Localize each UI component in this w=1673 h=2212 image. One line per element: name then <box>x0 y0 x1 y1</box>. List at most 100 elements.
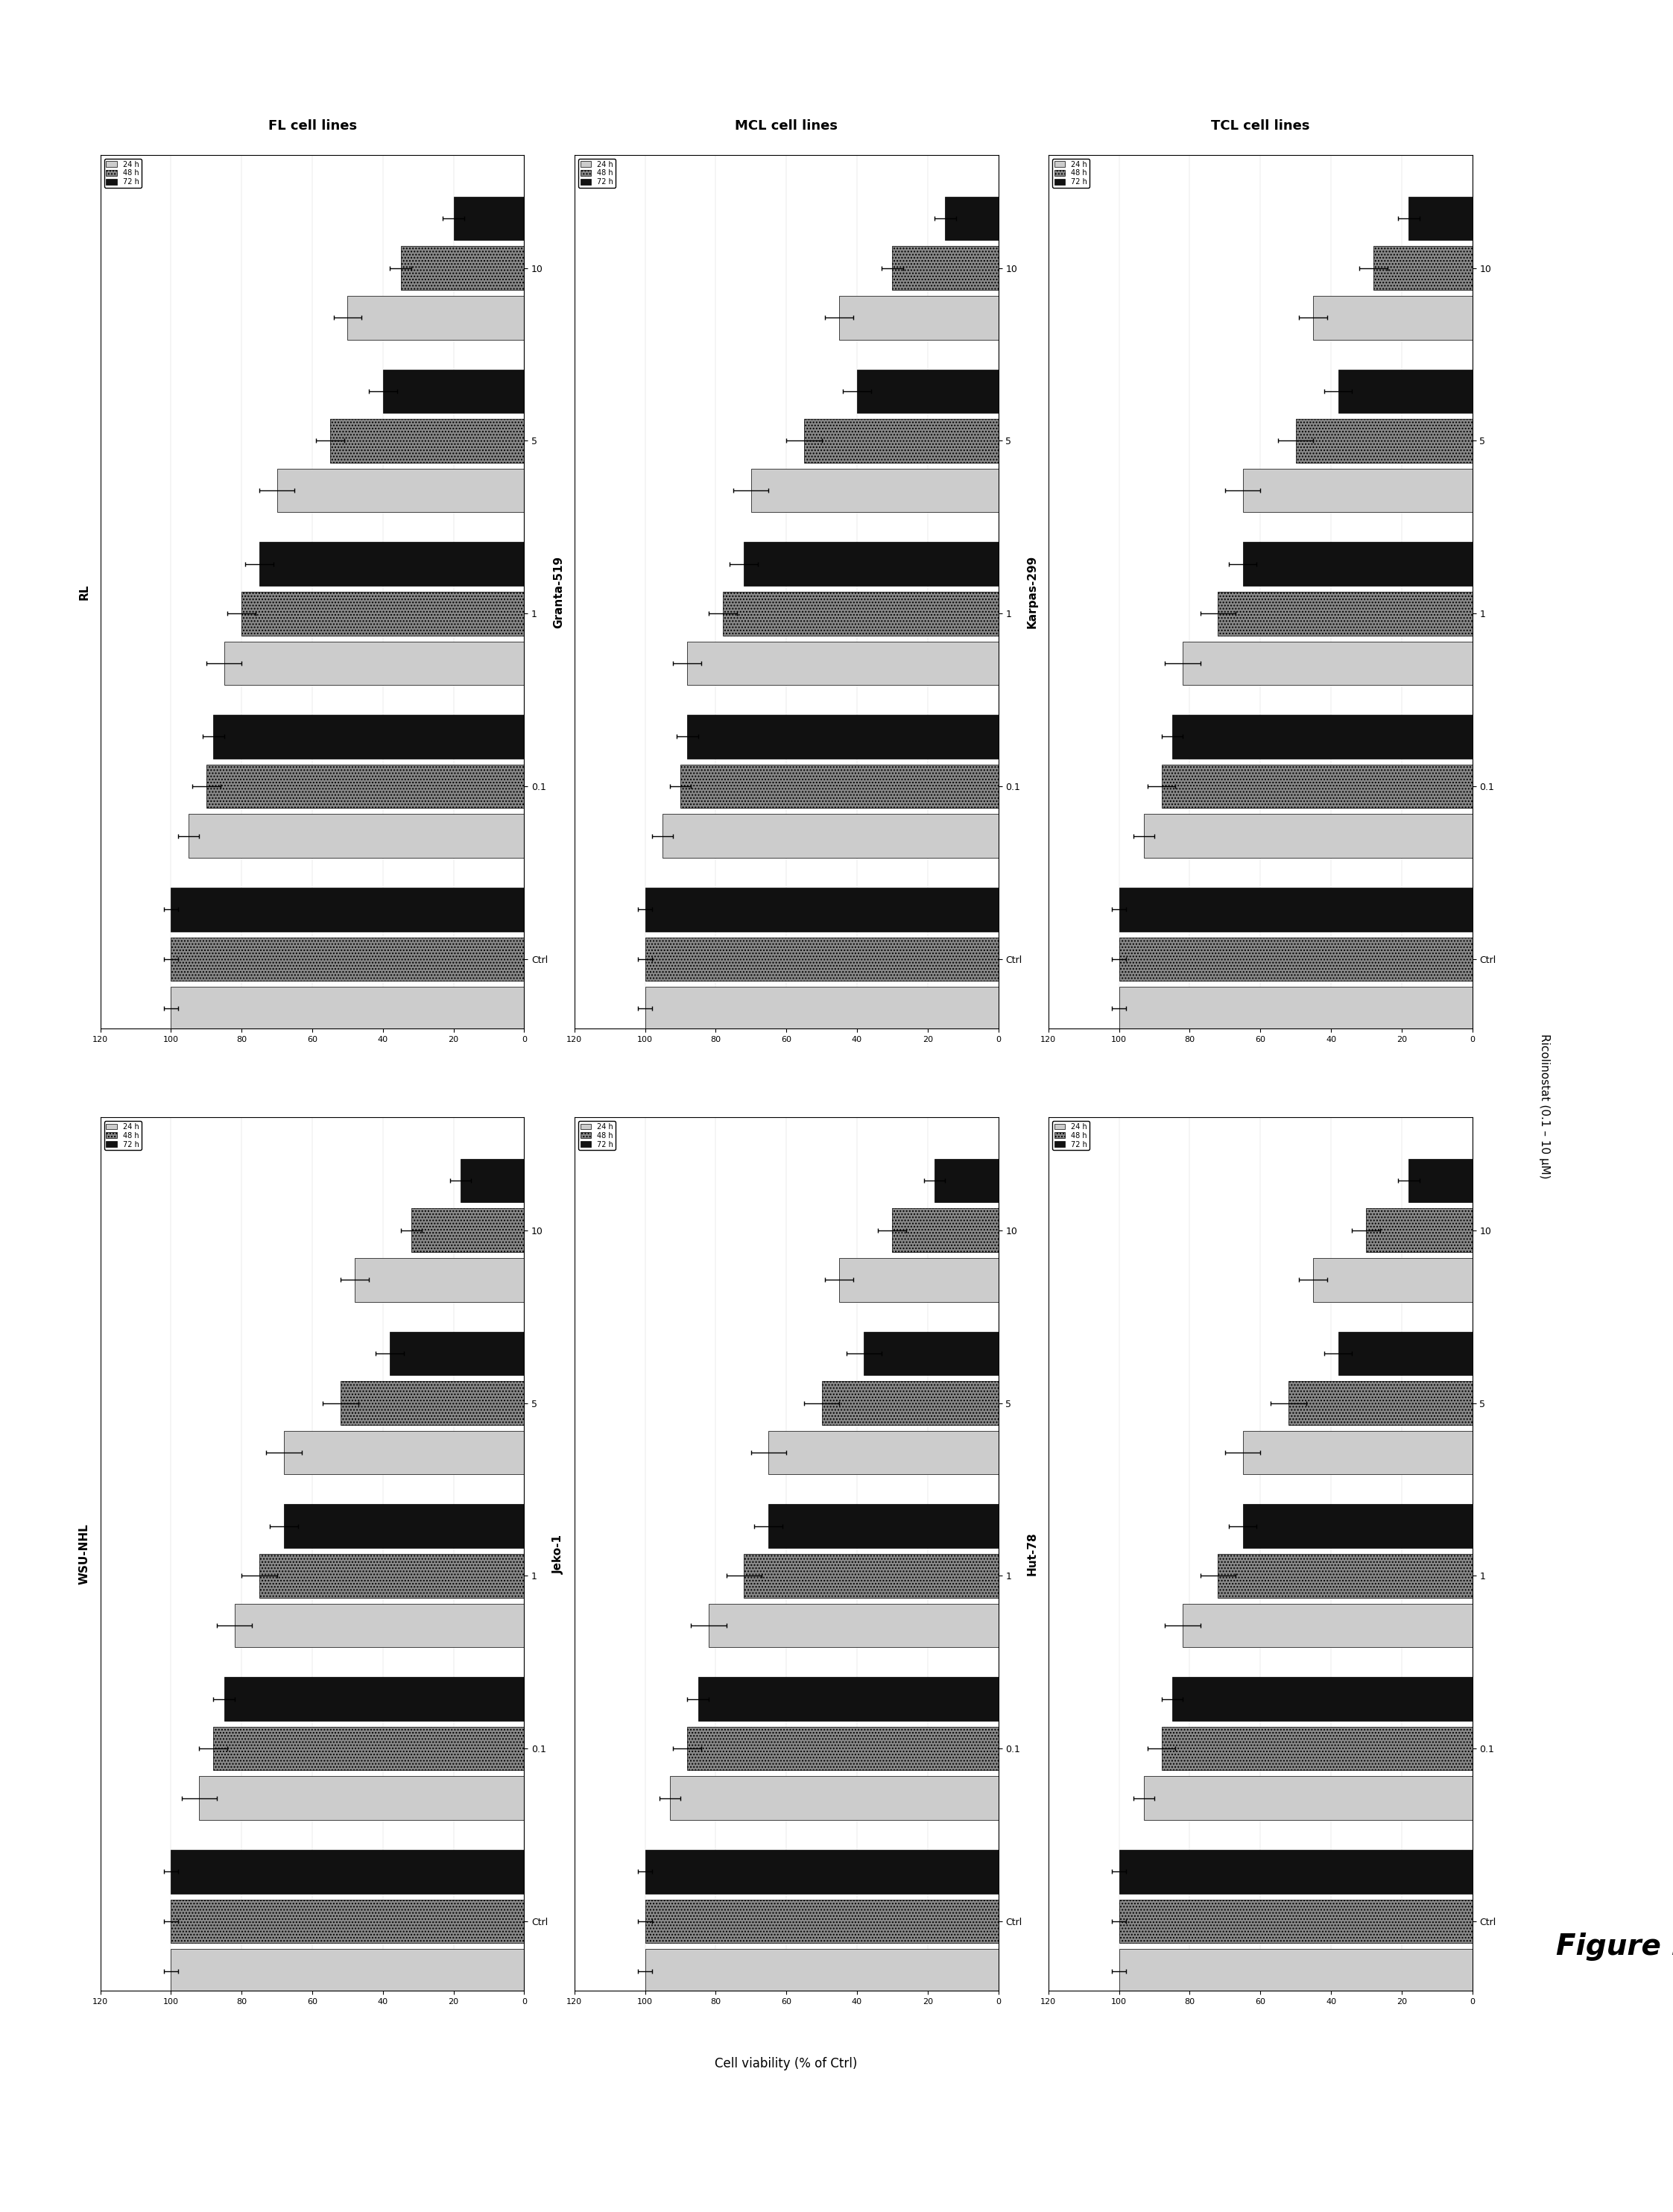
Bar <box>400 246 524 290</box>
Bar <box>646 1949 999 1993</box>
Bar <box>1119 987 1472 1031</box>
Bar <box>1119 1949 1472 1993</box>
Bar <box>751 469 999 513</box>
Bar <box>171 1849 524 1893</box>
Bar <box>1173 714 1472 759</box>
Bar <box>1243 469 1472 513</box>
Bar <box>383 369 524 414</box>
Bar <box>1243 1431 1472 1475</box>
Bar <box>1144 1776 1472 1820</box>
Bar <box>709 1604 999 1648</box>
Bar <box>214 714 524 759</box>
Bar <box>646 987 999 1031</box>
Bar <box>669 1776 999 1820</box>
Bar <box>1338 1332 1472 1376</box>
Bar <box>171 1949 524 1993</box>
Y-axis label: Jeko-1: Jeko-1 <box>552 1535 564 1573</box>
Bar <box>768 1431 999 1475</box>
Bar <box>171 887 524 931</box>
Bar <box>1243 542 1472 586</box>
Bar <box>171 938 524 980</box>
Bar <box>840 296 999 338</box>
Bar <box>1144 814 1472 858</box>
Bar <box>171 987 524 1031</box>
Bar <box>723 591 999 635</box>
Bar <box>453 197 524 241</box>
Bar <box>278 469 524 513</box>
Bar <box>224 1677 524 1721</box>
Bar <box>646 1900 999 1942</box>
Y-axis label: Hut-78: Hut-78 <box>1027 1533 1037 1575</box>
Bar <box>744 542 999 586</box>
Bar <box>1183 641 1472 686</box>
Bar <box>206 765 524 807</box>
Bar <box>863 1332 999 1376</box>
Bar <box>768 1504 999 1548</box>
Bar <box>224 641 524 686</box>
Bar <box>241 591 524 635</box>
Bar <box>698 1677 999 1721</box>
Bar <box>1367 1208 1472 1252</box>
Bar <box>1218 1553 1472 1597</box>
Bar <box>390 1332 524 1376</box>
Bar <box>199 1776 524 1820</box>
Bar <box>1183 1604 1472 1648</box>
Bar <box>935 1159 999 1203</box>
Bar <box>681 765 999 807</box>
Bar <box>1218 591 1472 635</box>
Bar <box>892 1208 999 1252</box>
Bar <box>663 814 999 858</box>
Bar <box>412 1208 524 1252</box>
Bar <box>189 814 524 858</box>
Bar <box>744 1553 999 1597</box>
Bar <box>1313 296 1472 338</box>
Bar <box>840 1259 999 1301</box>
Text: Ricolinostat (0.1 – 10 μM): Ricolinostat (0.1 – 10 μM) <box>1539 1033 1551 1179</box>
Bar <box>341 1380 524 1425</box>
Bar <box>1119 887 1472 931</box>
Bar <box>330 418 524 462</box>
Bar <box>1243 1504 1472 1548</box>
Bar <box>892 246 999 290</box>
Bar <box>1409 1159 1472 1203</box>
Bar <box>1161 765 1472 807</box>
Bar <box>857 369 999 414</box>
Bar <box>1313 1259 1472 1301</box>
Bar <box>284 1431 524 1475</box>
Bar <box>348 296 524 338</box>
Bar <box>1338 369 1472 414</box>
Bar <box>1288 1380 1472 1425</box>
Bar <box>1374 246 1472 290</box>
Bar <box>1119 938 1472 980</box>
Bar <box>1173 1677 1472 1721</box>
Bar <box>646 887 999 931</box>
Bar <box>355 1259 524 1301</box>
Bar <box>1409 197 1472 241</box>
Y-axis label: Granta-519: Granta-519 <box>552 555 564 628</box>
Bar <box>460 1159 524 1203</box>
Bar <box>805 418 999 462</box>
Bar <box>234 1604 524 1648</box>
Bar <box>214 1728 524 1770</box>
Bar <box>1161 1728 1472 1770</box>
Bar <box>171 1900 524 1942</box>
Y-axis label: Karpas-299: Karpas-299 <box>1027 555 1037 628</box>
Bar <box>821 1380 999 1425</box>
Bar <box>688 641 999 686</box>
Bar <box>1295 418 1472 462</box>
Legend: 24 h, 48 h, 72 h: 24 h, 48 h, 72 h <box>104 1121 141 1150</box>
Legend: 24 h, 48 h, 72 h: 24 h, 48 h, 72 h <box>1052 159 1089 188</box>
Legend: 24 h, 48 h, 72 h: 24 h, 48 h, 72 h <box>577 159 616 188</box>
Bar <box>646 1849 999 1893</box>
Bar <box>945 197 999 241</box>
Bar <box>259 1553 524 1597</box>
Bar <box>646 938 999 980</box>
Text: Cell viability (% of Ctrl): Cell viability (% of Ctrl) <box>714 2057 858 2070</box>
Text: FL cell lines: FL cell lines <box>268 119 356 133</box>
Bar <box>1119 1900 1472 1942</box>
Text: MCL cell lines: MCL cell lines <box>734 119 838 133</box>
Bar <box>688 1728 999 1770</box>
Text: Figure 1B: Figure 1B <box>1556 1933 1673 1960</box>
Legend: 24 h, 48 h, 72 h: 24 h, 48 h, 72 h <box>104 159 141 188</box>
Bar <box>1119 1849 1472 1893</box>
